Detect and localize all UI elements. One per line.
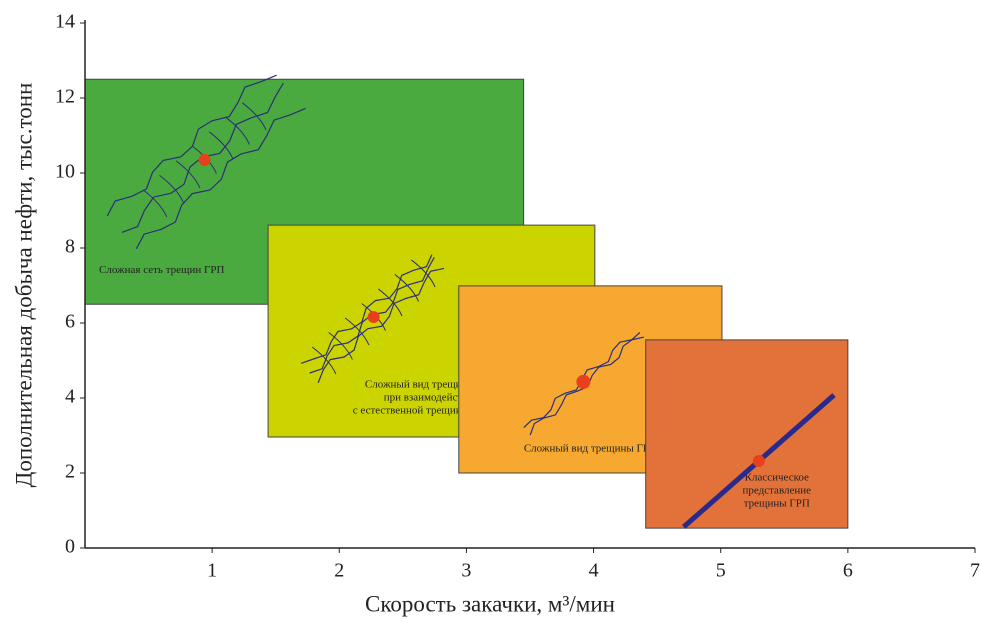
y-tick-label: 14 (55, 11, 75, 33)
y-tick-label: 2 (65, 461, 75, 483)
x-axis-label: Скорость закачки, м³/мин (365, 591, 615, 616)
x-tick-label: 5 (716, 560, 726, 582)
y-tick-label: 6 (65, 311, 75, 333)
point (576, 375, 590, 389)
y-tick-label: 12 (55, 86, 75, 108)
chart: Скорость закачки, м³/мин Дополнительная … (0, 0, 981, 623)
point (753, 455, 765, 467)
y-tick-label: 4 (65, 386, 75, 408)
x-tick-label: 4 (589, 560, 599, 582)
region-label: Классическое (745, 472, 809, 484)
y-tick-label: 10 (55, 161, 75, 183)
region-label: Сложный вид трещины ГРП (524, 443, 657, 455)
x-tick-label: 2 (334, 560, 344, 582)
y-axis-label: Дополнительная добыча нефти, тыс.тонн (11, 83, 36, 488)
y-tick-label: 8 (65, 236, 75, 258)
y-tick-label: 0 (65, 536, 75, 558)
point (368, 311, 380, 323)
x-tick-label: 7 (970, 560, 980, 582)
point (199, 154, 211, 166)
x-tick-label: 3 (461, 560, 471, 582)
region-label: Сложная сеть трещин ГРП (99, 264, 224, 276)
x-tick-label: 1 (207, 560, 217, 582)
region-label: представление (743, 485, 812, 497)
x-tick-label: 6 (843, 560, 853, 582)
region-label: трещины ГРП (744, 498, 810, 510)
